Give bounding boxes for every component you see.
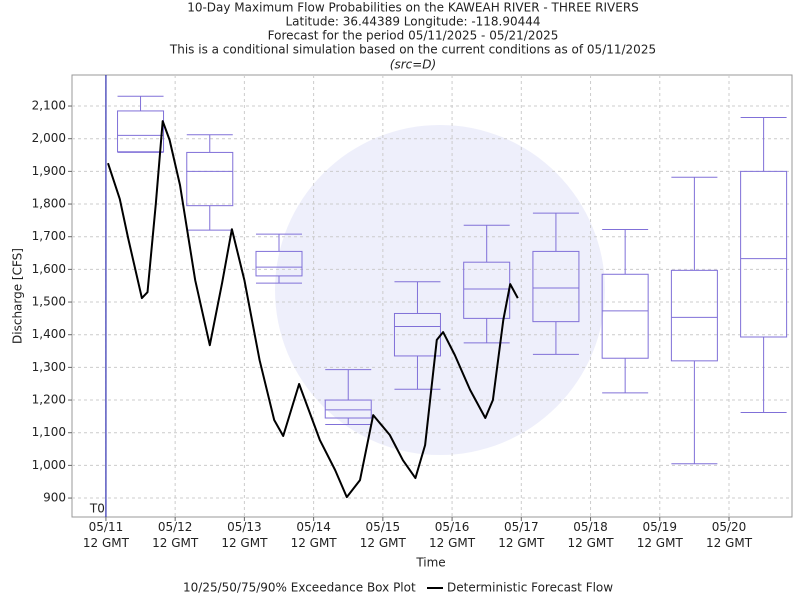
x-tick-label: 05/13 12 GMT <box>221 520 268 550</box>
watermark <box>275 125 605 455</box>
box-body <box>740 170 788 338</box>
x-tick-label: 05/11 12 GMT <box>83 520 130 550</box>
box-body <box>324 399 372 419</box>
box-body <box>186 151 234 207</box>
t0-label: T0 <box>89 502 105 516</box>
box <box>670 176 718 465</box>
x-tick-label: 05/14 12 GMT <box>291 520 338 550</box>
subtitle: (src=D) <box>390 58 436 72</box>
legend-label: Deterministic Forecast Flow <box>447 581 613 595</box>
x-tick-label: 05/19 12 GMT <box>637 520 684 550</box>
y-tick-label: 1,000 <box>32 458 66 472</box>
box <box>186 134 234 231</box>
x-tick-label: 05/18 12 GMT <box>567 520 614 550</box>
y-tick-label: 1,400 <box>32 327 66 341</box>
box <box>601 229 649 394</box>
box-body <box>532 250 580 323</box>
box-body <box>670 269 718 362</box>
box <box>532 212 580 355</box>
box <box>740 116 788 413</box>
y-tick-label: 1,900 <box>32 164 66 178</box>
box <box>117 95 165 153</box>
subtitle: This is a conditional simulation based o… <box>169 43 656 57</box>
box <box>324 369 372 426</box>
x-tick-label: 05/16 12 GMT <box>429 520 476 550</box>
y-tick-label: 1,700 <box>32 229 66 243</box>
y-tick-label: 2,000 <box>32 131 66 145</box>
x-tick-label: 05/15 12 GMT <box>360 520 407 550</box>
subtitle: Latitude: 36.44389 Longitude: -118.90444 <box>285 15 540 29</box>
y-tick-label: 1,200 <box>32 393 66 407</box>
y-tick-label: 1,800 <box>32 197 66 211</box>
x-tick-label: 05/12 12 GMT <box>152 520 199 550</box>
chart-title: 10-Day Maximum Flow Probabilities on the… <box>187 1 639 15</box>
subtitle: Forecast for the period 05/11/2025 - 05/… <box>268 29 559 43</box>
box-body <box>255 250 303 277</box>
y-axis-label: Discharge [CFS] <box>11 248 25 344</box>
y-tick-label: 1,600 <box>32 262 66 276</box>
forecast-line <box>107 120 519 499</box>
y-tick-label: 1,300 <box>32 360 66 374</box>
plot-area <box>71 74 793 518</box>
box-body <box>601 273 649 359</box>
y-tick-label: 1,100 <box>32 425 66 439</box>
y-tick-label: 1,500 <box>32 295 66 309</box>
box-body <box>117 110 165 153</box>
x-tick-label: 05/20 12 GMT <box>706 520 753 550</box>
box <box>255 233 303 284</box>
y-tick-label: 900 <box>43 491 66 505</box>
x-axis-label: Time <box>415 556 445 570</box>
legend-label: 10/25/50/75/90% Exceedance Box Plot <box>183 581 416 595</box>
x-tick-label: 05/17 12 GMT <box>498 520 545 550</box>
y-tick-label: 2,100 <box>32 99 66 113</box>
